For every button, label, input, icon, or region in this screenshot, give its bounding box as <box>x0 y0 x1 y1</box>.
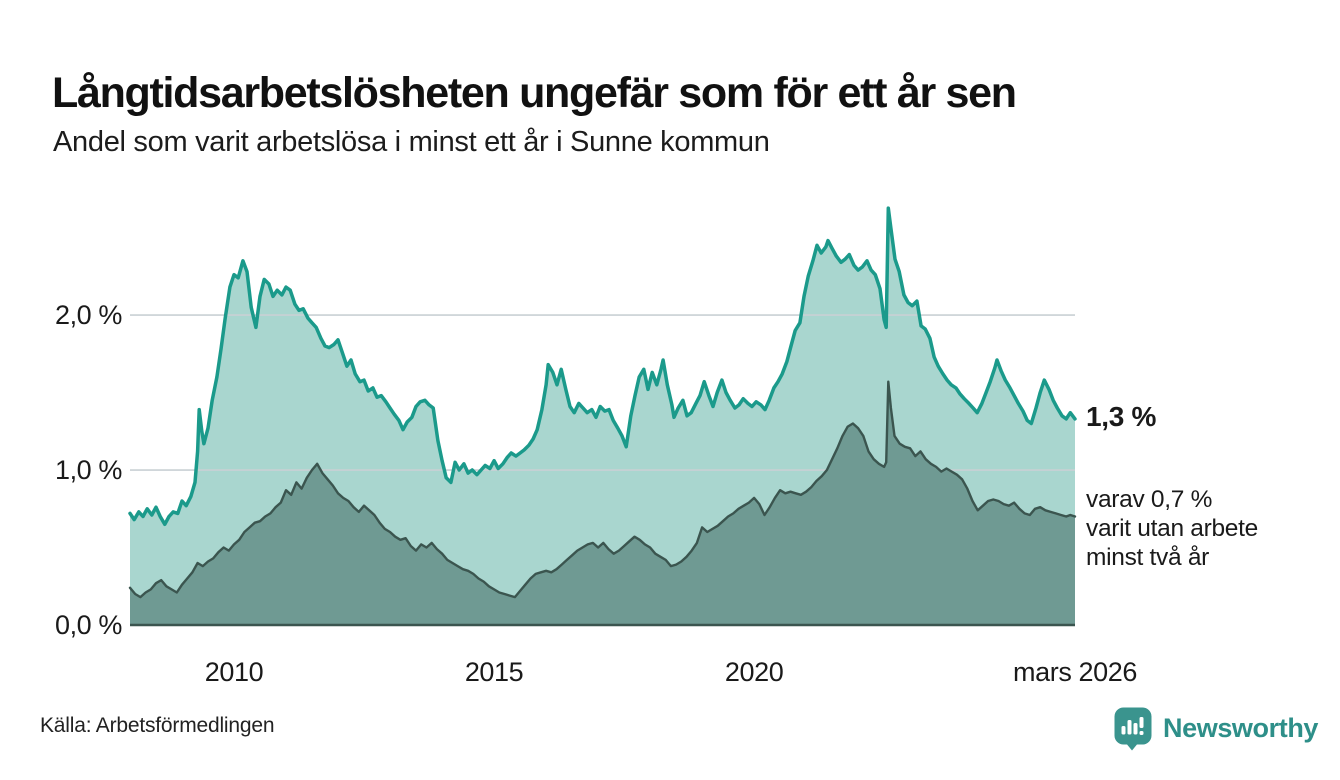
newsworthy-logo: Newsworthy <box>1113 706 1318 751</box>
brand-name: Newsworthy <box>1163 713 1319 743</box>
line-min-two-years <box>128 380 1077 599</box>
two-year-note-line: varit utan arbete <box>1086 515 1258 542</box>
chart-subtitle: Andel som varit arbetslösa i minst ett å… <box>53 126 770 158</box>
area-min-two-years <box>130 381 1075 625</box>
two-year-note-line: varav 0,7 % <box>1086 486 1213 513</box>
y-tick-label: 0,0 % <box>54 610 122 640</box>
source-label: Källa: Arbetsförmedlingen <box>40 714 275 737</box>
two-year-note-line: minst två år <box>1086 544 1210 571</box>
x-tick-label: mars 2026 <box>1013 657 1137 687</box>
y-tick-label: 2,0 % <box>54 300 122 331</box>
y-tick-label: 1,0 % <box>54 455 122 486</box>
x-tick-label: 2015 <box>464 657 524 687</box>
x-tick-label: 2010 <box>204 657 264 687</box>
two-year-note: varav 0,7 % varit utan arbete minst två … <box>1086 485 1258 572</box>
x-tick-label: 2020 <box>724 657 784 687</box>
page-title: Långtidsarbetslösheten ungefär som för e… <box>52 68 1017 117</box>
newsworthy-chart-bubble-icon <box>1114 707 1152 751</box>
latest-total-label: 1,3 % <box>1086 401 1157 432</box>
line-min-one-year <box>128 206 1077 527</box>
